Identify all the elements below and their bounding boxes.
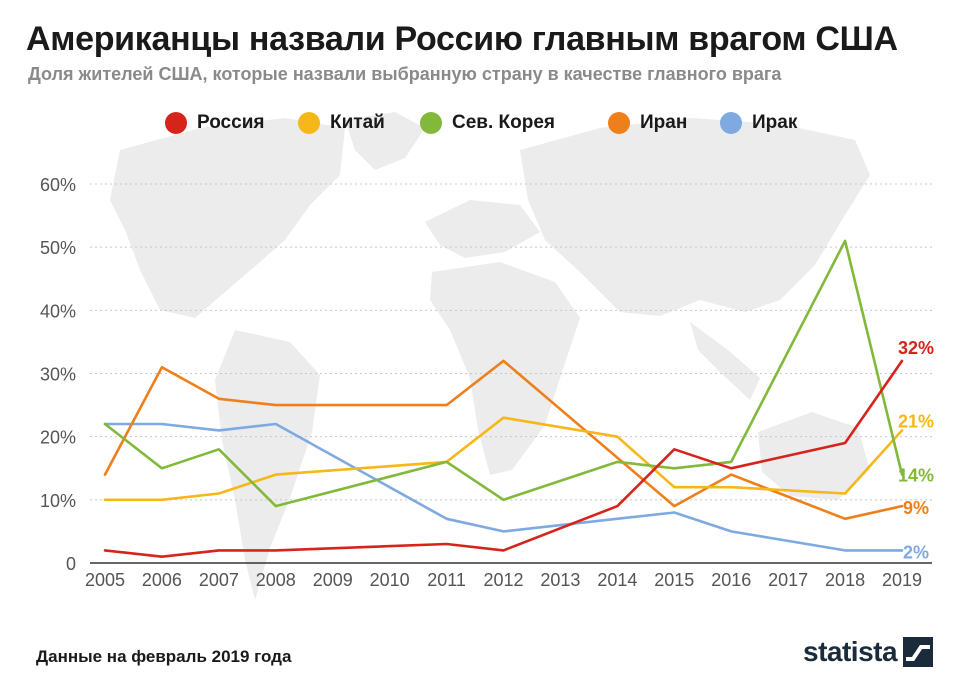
- x-tick-label: 2013: [540, 570, 580, 590]
- y-tick-label: 0: [66, 554, 76, 574]
- x-tick-label: 2007: [199, 570, 239, 590]
- series-end-label: 2%: [903, 542, 929, 562]
- y-tick-label: 50%: [40, 238, 76, 258]
- legend-dot-icon: [298, 112, 320, 134]
- legend-item-china: Китай: [298, 110, 385, 136]
- statista-logo-icon: [903, 637, 934, 667]
- world-map-background: [110, 112, 870, 600]
- x-axis-ticks: 2005 2006 2007 2008 2009 2010 2011 2012 2013 2014…: [85, 570, 922, 590]
- series-line: [103, 359, 904, 521]
- series-line: [103, 422, 904, 552]
- series-end-labels: 32% 21% 14% 9% 2%: [898, 338, 934, 562]
- x-tick-label: 2016: [711, 570, 751, 590]
- x-tick-label: 2018: [825, 570, 865, 590]
- series-end-label: 9%: [903, 498, 929, 518]
- y-tick-label: 40%: [40, 301, 76, 321]
- chart-subtitle: Доля жителей США, которые назвали выбран…: [28, 64, 782, 84]
- x-tick-label: 2008: [256, 570, 296, 590]
- x-tick-label: 2010: [370, 570, 410, 590]
- legend-label: Ирак: [752, 112, 798, 133]
- legend-dot-icon: [720, 112, 742, 134]
- series-lines: [103, 239, 904, 559]
- x-tick-label: 2006: [142, 570, 182, 590]
- legend-label: Иран: [640, 112, 688, 133]
- x-tick-label: 2011: [427, 570, 466, 590]
- x-tick-label: 2005: [85, 570, 125, 590]
- series-line: [103, 239, 904, 508]
- y-tick-label: 10%: [40, 491, 76, 511]
- gridlines: [90, 183, 932, 501]
- statista-brand[interactable]: statista: [803, 636, 934, 668]
- y-tick-label: 60%: [40, 175, 76, 195]
- y-axis-ticks: 0 10% 20% 30% 40% 50% 60%: [40, 175, 76, 574]
- legend-dot-icon: [420, 112, 442, 134]
- legend-dot-icon: [608, 112, 630, 134]
- series-end-label: 14%: [898, 466, 934, 486]
- legend-dot-icon: [165, 112, 187, 134]
- x-tick-label: 2019: [882, 570, 922, 590]
- legend-label: Китай: [330, 112, 385, 133]
- x-tick-label: 2017: [768, 570, 808, 590]
- x-tick-label: 2012: [483, 570, 523, 590]
- x-tick-label: 2009: [313, 570, 353, 590]
- series-line: [103, 416, 904, 502]
- chart-title: Американцы назвали Россию главным врагом…: [26, 20, 898, 58]
- x-tick-label: 2015: [654, 570, 694, 590]
- data-date-note: Данные на февраль 2019 года: [36, 647, 292, 666]
- legend-item-iran: Иран: [608, 110, 687, 136]
- series-line: [103, 359, 904, 559]
- series-end-label: 21%: [898, 411, 934, 431]
- legend: Россия Китай Сев. Корея Иран Ирак: [0, 110, 960, 136]
- x-tick-label: 2014: [597, 570, 637, 590]
- legend-item-north-korea: Сев. Корея: [420, 110, 555, 136]
- legend-label: Россия: [197, 112, 265, 133]
- statista-logo-text: statista: [803, 636, 898, 667]
- y-tick-label: 30%: [40, 365, 76, 385]
- series-end-label: 32%: [898, 338, 934, 358]
- y-tick-label: 20%: [40, 428, 76, 448]
- legend-item-russia: Россия: [165, 110, 264, 136]
- legend-item-iraq: Ирак: [720, 110, 797, 136]
- legend-label: Сев. Корея: [452, 112, 555, 133]
